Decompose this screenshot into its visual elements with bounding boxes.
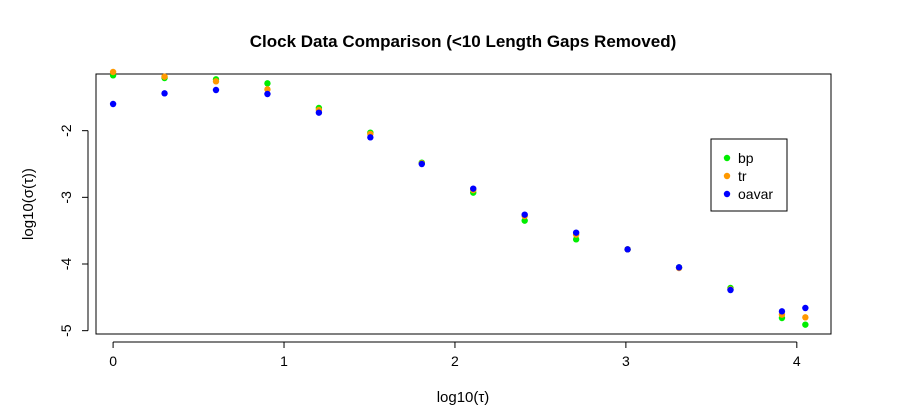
data-point: [264, 90, 271, 98]
y-axis-label: log10(σ(τ)): [20, 168, 37, 240]
plot-frame: [95, 73, 832, 335]
data-point: [572, 229, 580, 236]
data-point: [109, 100, 117, 108]
data-point: [161, 90, 168, 97]
y-tick-label: -3: [58, 191, 74, 204]
data-point: [675, 264, 683, 271]
legend-marker: [723, 172, 731, 180]
data-point: [802, 304, 809, 312]
data-point: [161, 73, 168, 80]
data-point: [264, 86, 271, 93]
data-point: [212, 86, 220, 94]
series-bp: [109, 72, 809, 328]
data-point: [802, 314, 809, 321]
x-tick-label: 2: [451, 353, 459, 369]
y-tick-label: -5: [58, 324, 74, 337]
data-point: [470, 185, 477, 192]
legend-marker: [723, 190, 731, 198]
data-point: [521, 211, 528, 218]
data-point: [315, 109, 323, 116]
data-point: [418, 160, 425, 168]
x-tick-label: 1: [280, 353, 288, 369]
legend-box: [710, 138, 788, 212]
data-point: [367, 134, 374, 141]
data-point: [109, 68, 117, 76]
data-point: [521, 217, 528, 224]
x-tick-label: 4: [793, 353, 801, 369]
data-point: [727, 286, 734, 294]
legend-marker: [723, 154, 731, 162]
data-point: [572, 236, 580, 243]
x-axis-label: log10(τ): [437, 389, 490, 406]
legend-label: tr: [738, 168, 747, 184]
series-oavar: [109, 86, 809, 315]
data-points: [109, 68, 809, 328]
data-point: [624, 246, 631, 253]
legend: bp tr oavar: [710, 138, 788, 212]
x-tick-label: 3: [622, 353, 630, 369]
data-point: [802, 321, 809, 328]
y-tick-label: -2: [58, 124, 74, 137]
data-point: [264, 80, 271, 87]
chart-title: Clock Data Comparison (<10 Length Gaps R…: [250, 32, 677, 51]
y-tick-label: -4: [58, 258, 74, 271]
x-tick-label: 0: [109, 353, 117, 369]
series-tr: [109, 68, 809, 321]
data-point: [212, 78, 220, 85]
x-axis: 0 1 2 3 4: [109, 341, 801, 369]
data-point: [778, 308, 786, 315]
legend-label: bp: [738, 150, 754, 166]
y-axis: -2 -3 -4 -5: [58, 124, 89, 337]
legend-label: oavar: [738, 186, 773, 202]
